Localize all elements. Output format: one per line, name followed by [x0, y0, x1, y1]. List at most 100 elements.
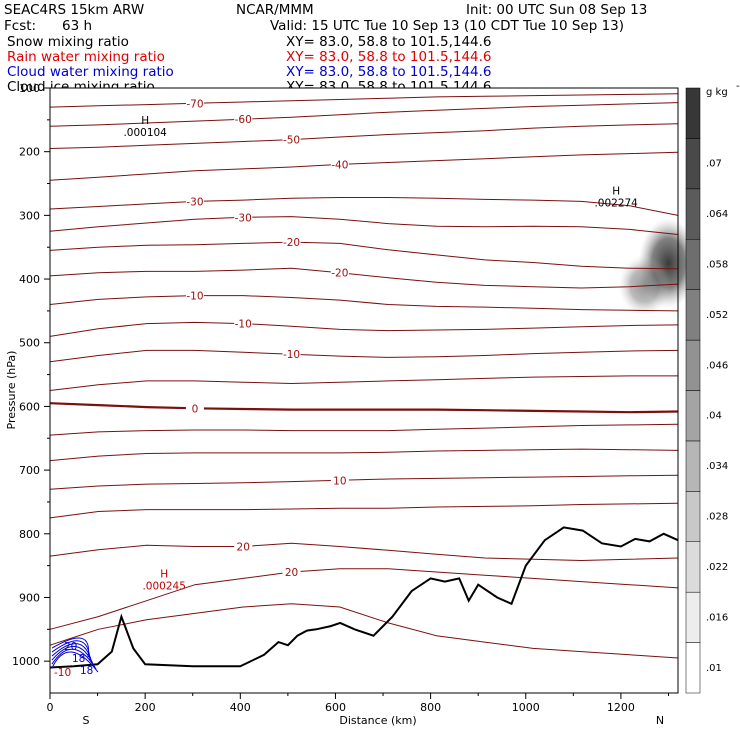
colorbar: .01 .016 .022 .028 .034 .04 .046 .052 .058 .064 .0… [685, 81, 740, 694]
field-name: Cloud water mixing ratio [7, 64, 174, 80]
isotherm-label-bg [234, 317, 253, 329]
isotherm-label-bg [330, 158, 349, 170]
x-end-north: N [656, 714, 664, 727]
marker-value: .000104 [123, 127, 167, 139]
x-tick-label: 200 [135, 701, 156, 714]
x-axis-label: Distance (km) [339, 714, 416, 727]
isotherm-label: 10 [333, 475, 346, 487]
colorbar-tick-label: .064 [706, 209, 728, 220]
isotherm-label-bg [282, 133, 301, 145]
isotherm-label-bg [330, 474, 349, 486]
isotherm-line [49, 349, 679, 363]
colorbar-bin [685, 440, 701, 492]
x-tick-label: 800 [420, 701, 441, 714]
y-tick-label: 400 [19, 273, 40, 286]
isotherm-label: -30 [186, 196, 203, 208]
colorbar-tick-label: .01 [706, 663, 722, 674]
isotherm-label: -30 [235, 212, 252, 224]
isotherm-label: 20 [285, 567, 298, 579]
isotherm-label: -10 [235, 319, 252, 331]
colorbar-tick-label: .022 [706, 562, 728, 573]
y-tick-label: 200 [19, 146, 40, 159]
cloud-water-contour [51, 637, 90, 658]
cloud-water-label: 18 [80, 665, 93, 677]
field-xy: XY= 83.0, 58.8 to 101.5,144.6 [286, 34, 492, 50]
isotherm-line [49, 603, 679, 659]
isotherm-label-bg [234, 211, 253, 223]
y-tick-label: 900 [19, 591, 40, 604]
isotherm-label-bg [185, 402, 204, 414]
field-name: Rain water mixing ratio [7, 49, 165, 65]
y-axis: 100 200 300 400 500 600 700 800 900 1000 [12, 82, 50, 668]
isotherm-label-bg [282, 566, 301, 577]
marker-symbol: H [160, 569, 168, 581]
plot-frame [49, 87, 679, 694]
isotherm-label: -40 [331, 159, 348, 171]
colorbar-bin [685, 642, 701, 694]
valid-time: Valid: 15 UTC Tue 10 Sep 13 (10 CDT Tue … [270, 18, 624, 34]
y-tick-label: 100 [19, 82, 40, 95]
y-tick-label: 700 [19, 464, 40, 477]
terrain-line [49, 526, 679, 669]
isotherm-line [49, 502, 679, 519]
isotherm-line [49, 197, 679, 216]
center-name: NCAR/MMM [236, 2, 314, 18]
isotherm-line [49, 267, 679, 289]
isotherm-line [49, 474, 679, 490]
colorbar-bin [685, 138, 701, 190]
field-legend: Snow mixing ratio XY= 83.0, 58.8 to 101.5… [7, 34, 492, 95]
isotherm-line [49, 93, 679, 108]
isotherm-label-bg [282, 348, 301, 360]
y-tick-label: 500 [19, 337, 40, 350]
isotherm-label-bg [234, 113, 253, 125]
colorbar-tick-label: .028 [706, 512, 728, 523]
cloud-water-label: 20 [64, 641, 77, 653]
colorbar-bin [685, 239, 701, 290]
model-name: SEAC4RS 15km ARW [4, 2, 144, 18]
x-tick-label: 1200 [607, 701, 635, 714]
isotherm-label: 0 [192, 403, 199, 415]
isotherm-label: 20 [237, 542, 250, 554]
isotherm-line [49, 241, 679, 270]
colorbar-bin [685, 289, 701, 341]
colorbar-bin [685, 390, 701, 442]
colorbar-tick-label: .07 [706, 159, 722, 170]
init-time: Init: 00 UTC Sun 08 Sep 13 [466, 2, 647, 18]
isotherm-line [49, 321, 679, 337]
colorbar-unit: g kg [706, 87, 728, 98]
colorbar-unit-exponent: -1 [736, 81, 740, 92]
y-axis-label: Pressure (hPa) [5, 351, 18, 430]
colorbar-tick-label: .046 [706, 360, 728, 371]
isotherm-line [49, 375, 678, 391]
colorbar-bin [685, 541, 701, 593]
y-tick-label: 300 [19, 209, 40, 222]
terrain-path [49, 526, 679, 669]
marker-value: .002274 [594, 197, 638, 209]
isotherm-label: -20 [331, 268, 348, 280]
y-tick-label: 1000 [12, 655, 40, 668]
marker-symbol: H [141, 115, 149, 127]
isotherm-label-bg [282, 236, 301, 248]
x-tick-label: 400 [230, 701, 251, 714]
colorbar-bin [685, 87, 701, 139]
isotherm-label-bg [185, 97, 204, 109]
isotherm-contours: -70 -60 -50 -40 -30 -30 -20 -20 -10 -10 -10 0 10 20 20 [49, 93, 679, 659]
rain-label: -10 [54, 667, 71, 679]
fcst-label: Fcst: [4, 18, 36, 34]
isotherm-label-bg [330, 266, 349, 278]
isotherm-label: -70 [186, 98, 203, 110]
colorbar-tick-label: .034 [706, 461, 728, 472]
fcst-value: 63 h [62, 18, 92, 34]
x-end-south: S [83, 714, 90, 727]
isotherm-label: -10 [186, 291, 203, 303]
isotherm-line [49, 402, 679, 414]
y-tick-label: 800 [19, 528, 40, 541]
isotherm-line [49, 295, 679, 312]
isotherm-label-bg [185, 195, 204, 207]
colorbar-bin [685, 591, 701, 643]
colorbar-tick-label: .052 [706, 310, 728, 321]
isotherm-line [49, 568, 679, 630]
isotherm-label-bg [185, 289, 204, 301]
isotherm-line [49, 542, 679, 562]
